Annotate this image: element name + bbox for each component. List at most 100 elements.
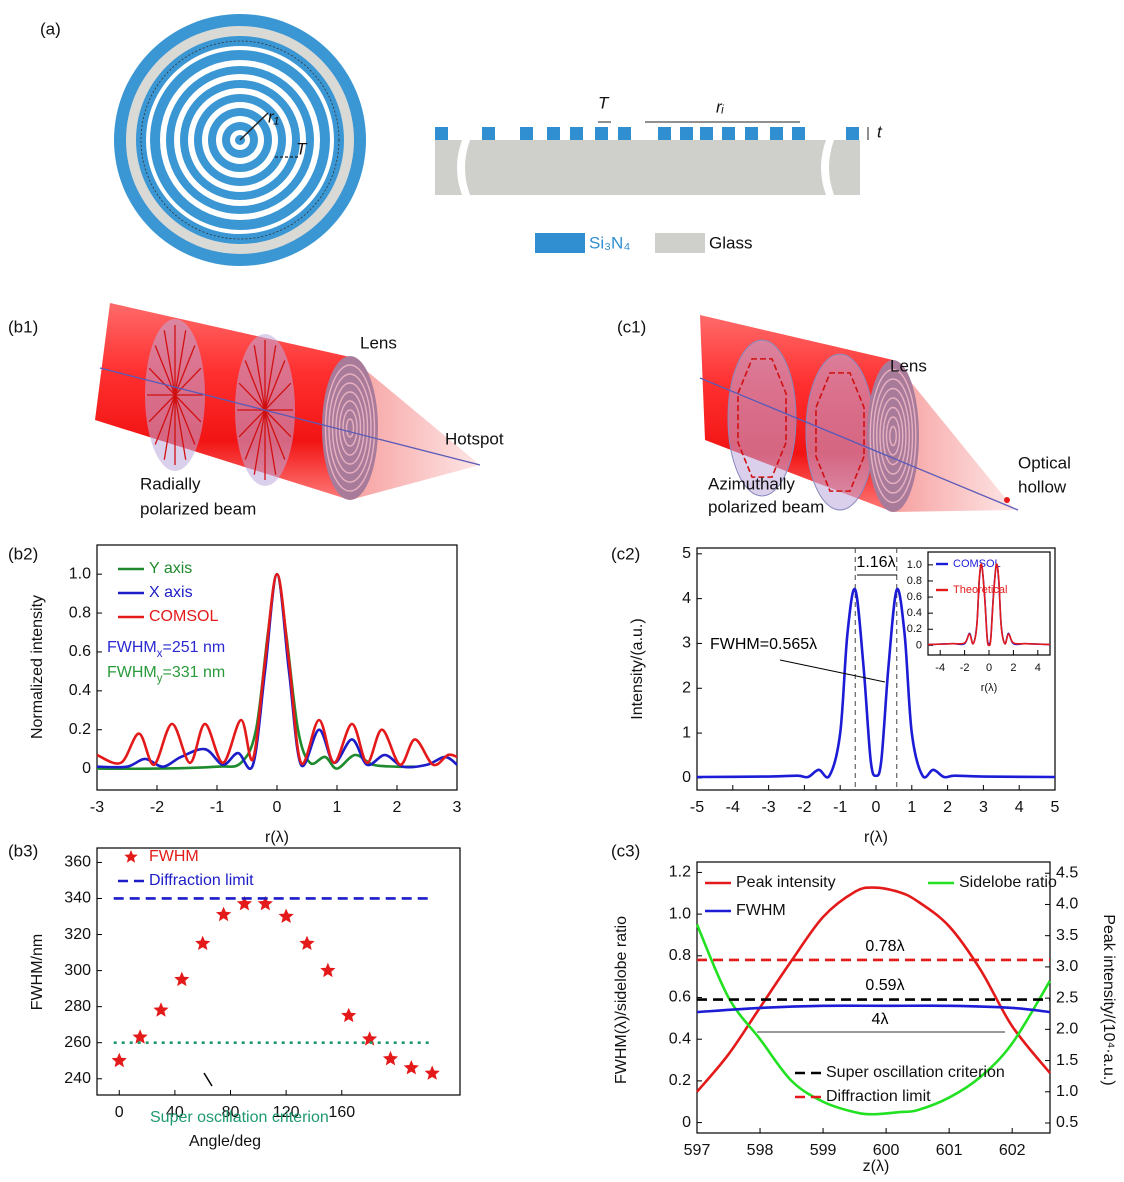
legend-label: FWHM	[736, 902, 786, 919]
lens	[322, 356, 378, 500]
pillar	[482, 127, 495, 140]
x-axis-label: r(λ)	[864, 829, 888, 846]
pillar	[792, 127, 805, 140]
x-tick-label: 40	[166, 1104, 184, 1121]
legend-label: Super oscillation criterion	[826, 1064, 1005, 1081]
lens-ring	[879, 397, 907, 475]
x-tick-label: 160	[328, 1104, 355, 1121]
panel-label: (b2)	[8, 544, 38, 563]
lens-ring	[872, 378, 914, 494]
data-line	[927, 563, 1051, 647]
y-tick-label: 300	[64, 962, 91, 979]
lens-ring	[885, 416, 901, 456]
x-tick-label: -2	[150, 799, 164, 816]
data-point	[382, 1050, 399, 1066]
legend-label: Si₃N₄	[589, 233, 630, 252]
y-tick-label: 1.0	[669, 905, 691, 922]
label: polarized beam	[140, 499, 256, 518]
y-tick-label: 1.0	[69, 565, 91, 582]
data-point	[403, 1060, 419, 1075]
data-point	[174, 971, 190, 987]
legend-label: COMSOL	[953, 558, 1001, 570]
label: Hotspot	[445, 429, 504, 448]
polarization-arrows	[727, 339, 875, 511]
pillar	[680, 127, 693, 140]
data-point	[153, 1002, 169, 1017]
pointer	[203, 1072, 213, 1087]
legend-label: X axis	[149, 584, 193, 601]
label: Azimuthally	[708, 474, 795, 493]
annotation: 0.78λ	[865, 938, 904, 955]
x-tick-label: 601	[936, 1142, 963, 1159]
data-line	[695, 924, 1052, 1116]
label: rᵢ	[716, 97, 725, 116]
data-point	[257, 895, 273, 911]
pillar	[722, 127, 735, 140]
e-field-arrow	[244, 409, 266, 460]
x-tick-label: 80	[222, 1104, 240, 1121]
y-tick-label: 1.2	[669, 864, 691, 881]
y-tick-label: 0.6	[669, 989, 691, 1006]
chart: -4 -2 0 2 4 0 0.2 0.4 0.6 0.8 1.0 COMSOL Theoretical…	[907, 551, 1051, 694]
text-part: x	[157, 648, 163, 660]
panel-label: (c2)	[611, 544, 640, 563]
x-tick-label: 1	[907, 799, 916, 816]
polarization-arrows	[145, 319, 295, 486]
chart: 0 40 80 120 160 240 260 280 300 320 340 360 FWHM Diff…	[29, 847, 461, 1150]
annotation: FWHMy=331 nm	[107, 664, 225, 685]
y-tick-label: 260	[64, 1034, 91, 1051]
pointer	[779, 659, 886, 683]
beam-cylinder	[95, 303, 350, 500]
panel-label: (b3)	[8, 841, 38, 860]
pillar	[658, 127, 671, 140]
lens-ring	[889, 425, 897, 447]
e-field-arrow	[264, 409, 286, 460]
x-tick-label: -4	[726, 799, 740, 816]
x-tick-label: -1	[210, 799, 224, 816]
x-tick-label: 4	[1035, 662, 1041, 674]
radius-arrow	[239, 112, 269, 141]
data-line	[696, 1004, 1051, 1014]
legend-label: Super oscillation criterion	[150, 1109, 329, 1126]
legend-label: Peak intensity	[736, 874, 836, 891]
e-field-arrow	[264, 360, 286, 411]
y2-tick-label: 3.5	[1056, 927, 1078, 944]
y2-tick-label: 2.0	[1056, 1021, 1078, 1038]
x-axis-label: r(λ)	[265, 829, 289, 846]
x-tick-label: 0	[986, 662, 992, 674]
y-tick-label: 240	[64, 1070, 91, 1087]
e-field-arrow	[163, 330, 176, 396]
e-field-arrow	[244, 360, 266, 411]
y-tick-label: 320	[64, 926, 91, 943]
x-tick-label: -1	[833, 799, 847, 816]
lens	[867, 360, 919, 512]
legend-label: Diffraction limit	[826, 1088, 931, 1105]
legend-swatch	[655, 233, 705, 253]
y-tick-label: 0.4	[907, 607, 922, 619]
legend-label: Y axis	[149, 560, 192, 577]
optical-axis	[699, 377, 1019, 511]
pillar	[595, 127, 608, 140]
y-axis-label: Intensity/(a.u.)	[629, 618, 646, 719]
x-axis-label: Angle/deg	[189, 1133, 261, 1150]
panel-label: (c1)	[617, 317, 646, 336]
label: Radially	[140, 474, 201, 493]
pillar	[520, 127, 533, 140]
lens-ring	[324, 364, 376, 492]
data-point	[216, 906, 232, 922]
text-part: FWHM	[107, 639, 157, 656]
x-tick-label: 0	[115, 1104, 124, 1121]
y-axis-label: Normalized intensity	[29, 595, 46, 739]
y2-axis-label: Peak intensity/(10⁴·a.u.)	[1100, 914, 1117, 1085]
guide-circle	[140, 40, 340, 240]
x-tick-label: 4	[1015, 799, 1024, 816]
panel-label: (c3)	[611, 841, 640, 860]
lens-ring	[328, 373, 372, 483]
pillar	[700, 127, 713, 140]
x-tick-label: 3	[979, 799, 988, 816]
x-tick-label: -3	[90, 799, 104, 816]
x-axis-label: z(λ)	[863, 1158, 890, 1175]
lens-ring	[882, 406, 904, 466]
